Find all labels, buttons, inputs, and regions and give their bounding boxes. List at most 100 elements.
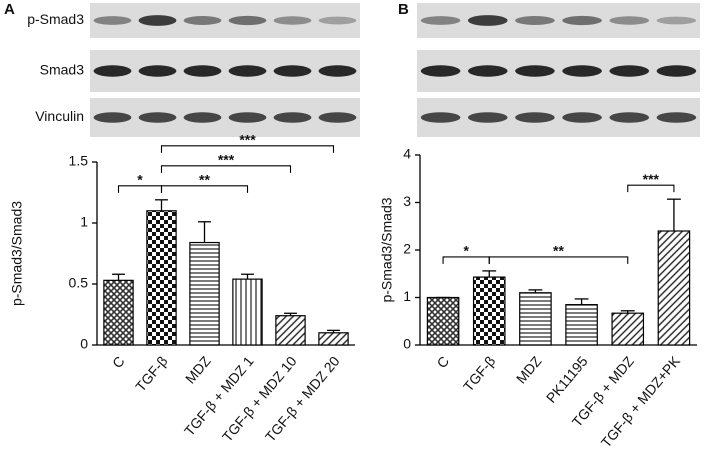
blot-band — [609, 65, 650, 77]
bar — [318, 332, 349, 346]
blot-band — [138, 65, 177, 77]
blot-band — [93, 65, 132, 77]
blot-band — [93, 16, 132, 25]
blot-band — [318, 65, 357, 77]
x-tick-label: TGF-β + MDZ+PK — [598, 353, 684, 451]
y-axis-label: p-Smad3/Smad3 — [379, 197, 395, 302]
blot-band — [273, 112, 312, 123]
blot-band — [93, 112, 132, 123]
error-bar — [667, 198, 681, 231]
blot-band — [609, 16, 650, 25]
y-tick-label: 2 — [403, 241, 411, 257]
blot-band — [515, 65, 555, 77]
significance-bracket — [160, 185, 249, 193]
significance-label: *** — [218, 152, 235, 168]
blot-band — [609, 112, 650, 123]
bar — [426, 296, 460, 346]
error-bar — [574, 298, 589, 305]
blot-band — [562, 15, 602, 26]
blot-band — [515, 112, 555, 123]
error-bar — [482, 270, 497, 278]
blot-band — [228, 15, 267, 26]
x-tick-label: MDZ — [182, 353, 214, 387]
blot-band — [562, 112, 602, 123]
error-bar — [198, 221, 211, 243]
y-tick-label: 1 — [403, 288, 411, 304]
blot-band — [467, 65, 508, 77]
error-bar — [620, 310, 635, 314]
blot-band — [467, 112, 508, 123]
y-tick-label: 0 — [403, 336, 411, 352]
significance-bracket — [160, 165, 292, 173]
y-tick-label: 1 — [80, 214, 88, 230]
blot-band — [420, 16, 461, 25]
bar — [275, 315, 306, 346]
bar — [472, 276, 506, 346]
blot-band — [138, 15, 177, 26]
blot-band — [138, 112, 177, 123]
panel-label: A — [4, 1, 15, 18]
blot-band — [420, 112, 461, 123]
y-axis-label: p-Smad3/Smad3 — [9, 201, 25, 306]
y-tick-label: 1.5 — [69, 153, 89, 169]
panel-label: B — [398, 1, 409, 18]
x-tick-label: MDZ — [513, 353, 545, 387]
significance-bracket — [160, 145, 335, 153]
blot-band — [656, 112, 697, 123]
blot-band — [318, 16, 357, 25]
significance-bracket — [488, 256, 629, 264]
y-tick-label: 3 — [403, 193, 411, 209]
significance-label: * — [463, 243, 469, 259]
bar — [611, 312, 645, 346]
blot-band — [183, 112, 222, 123]
y-tick-label: 4 — [403, 146, 411, 162]
x-tick-label: TGF-β — [132, 353, 170, 394]
blot-band — [467, 15, 508, 26]
x-tick-label: PK11195 — [543, 353, 591, 406]
error-bar — [155, 199, 168, 211]
error-bar — [528, 289, 543, 293]
blot-band — [183, 16, 222, 25]
x-tick-label: C — [109, 353, 128, 371]
x-tick-label: C — [433, 353, 452, 371]
blot-band — [318, 112, 357, 123]
bar — [103, 279, 134, 346]
blot — [90, 98, 360, 137]
error-bar — [327, 329, 340, 333]
bar — [146, 210, 177, 346]
blot-band — [228, 65, 267, 77]
blot-band — [183, 65, 222, 77]
error-bar — [284, 312, 297, 316]
blot — [90, 50, 360, 92]
blot-band — [273, 65, 312, 77]
significance-label: * — [137, 172, 143, 188]
blot — [417, 3, 700, 38]
blot — [90, 3, 360, 38]
blot-band — [273, 16, 312, 25]
blot-label: Smad3 — [40, 62, 85, 78]
blot — [417, 98, 700, 137]
bar — [189, 241, 220, 346]
significance-bracket — [627, 184, 675, 193]
blot-band — [656, 65, 697, 77]
blot-band — [562, 65, 602, 77]
blot-band — [656, 16, 697, 25]
error-bar — [241, 273, 254, 280]
x-tick-label: TGF-β — [460, 353, 498, 394]
y-tick-label: 0.5 — [69, 275, 89, 291]
blot-label: p-Smad3 — [27, 11, 84, 27]
significance-label: ** — [553, 243, 564, 259]
blot-label: Vinculin — [35, 108, 84, 124]
significance-label: *** — [643, 171, 660, 187]
significance-label: ** — [199, 172, 210, 188]
y-tick-label: 0 — [80, 336, 88, 352]
blot-band — [515, 16, 555, 25]
significance-label: *** — [239, 132, 256, 148]
blot-band — [420, 65, 461, 77]
blot — [417, 50, 700, 92]
x-tick-label: TGF-β + MDZ 20 — [262, 353, 343, 445]
bar — [519, 292, 552, 346]
error-bar — [112, 273, 125, 281]
bar — [232, 278, 263, 346]
